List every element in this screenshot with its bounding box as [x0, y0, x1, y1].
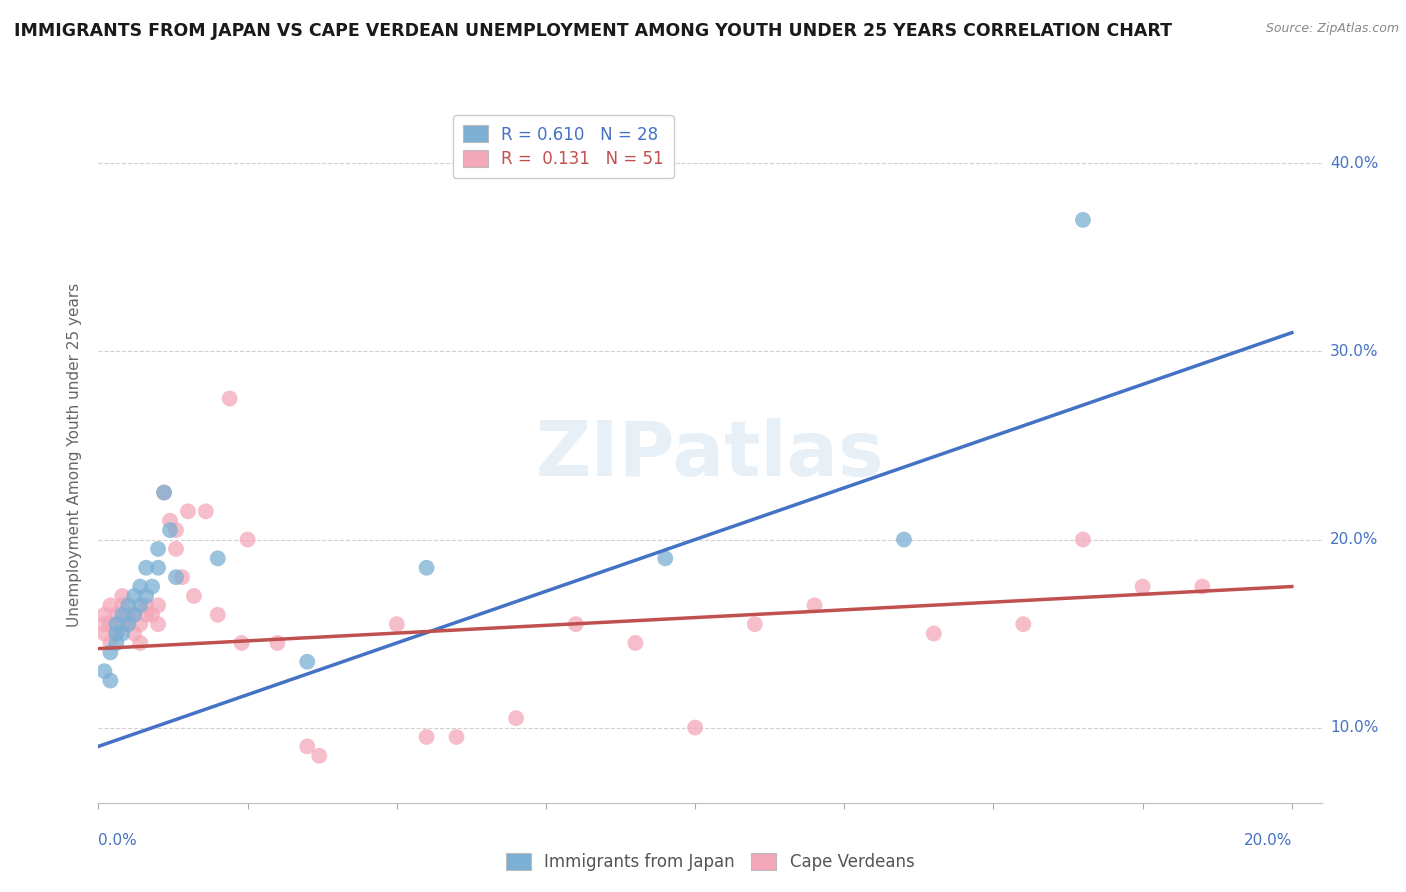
Point: [117, 607, 139, 622]
Y-axis label: Unemployment Among Youth under 25 years: Unemployment Among Youth under 25 years: [67, 283, 83, 627]
Point: [803, 599, 825, 613]
Point: [93, 626, 115, 640]
Point: [122, 589, 145, 603]
Point: [117, 617, 139, 632]
Point: [135, 589, 157, 603]
Point: [98, 636, 121, 650]
Point: [194, 504, 217, 518]
Point: [105, 626, 128, 640]
Point: [98, 645, 121, 659]
Point: [105, 617, 128, 632]
Text: 20.0%: 20.0%: [1243, 833, 1292, 848]
Point: [297, 655, 319, 669]
Point: [683, 721, 706, 735]
Point: [183, 589, 205, 603]
Point: [624, 636, 647, 650]
Point: [505, 711, 527, 725]
Point: [105, 607, 128, 622]
Point: [135, 607, 157, 622]
Point: [207, 607, 229, 622]
Point: [105, 636, 128, 650]
Point: [297, 739, 319, 754]
Point: [146, 617, 169, 632]
Point: [415, 560, 437, 574]
Point: [135, 599, 157, 613]
Point: [744, 617, 766, 632]
Point: [98, 599, 121, 613]
Point: [117, 599, 139, 613]
Point: [207, 551, 229, 566]
Text: 40.0%: 40.0%: [1330, 156, 1378, 171]
Point: [153, 485, 176, 500]
Point: [231, 636, 253, 650]
Point: [146, 560, 169, 574]
Text: IMMIGRANTS FROM JAPAN VS CAPE VERDEAN UNEMPLOYMENT AMONG YOUTH UNDER 25 YEARS CO: IMMIGRANTS FROM JAPAN VS CAPE VERDEAN UN…: [14, 22, 1173, 40]
Text: 30.0%: 30.0%: [1330, 344, 1378, 359]
Point: [122, 607, 145, 622]
Point: [141, 607, 163, 622]
Point: [170, 570, 193, 584]
Point: [165, 541, 187, 556]
Point: [385, 617, 408, 632]
Point: [893, 533, 915, 547]
Point: [111, 599, 134, 613]
Point: [122, 607, 145, 622]
Point: [1071, 533, 1094, 547]
Point: [922, 626, 945, 640]
Point: [415, 730, 437, 744]
Point: [218, 392, 240, 406]
Point: [129, 599, 152, 613]
Point: [308, 748, 330, 763]
Point: [129, 617, 152, 632]
Point: [135, 560, 157, 574]
Point: [111, 607, 134, 622]
Point: [165, 523, 187, 537]
Point: [177, 504, 200, 518]
Point: [111, 617, 134, 632]
Text: Source: ZipAtlas.com: Source: ZipAtlas.com: [1265, 22, 1399, 36]
Point: [159, 523, 181, 537]
Point: [117, 617, 139, 632]
Point: [159, 514, 181, 528]
Point: [153, 485, 176, 500]
Point: [654, 551, 676, 566]
Point: [105, 626, 128, 640]
Legend: Immigrants from Japan, Cape Verdeans: Immigrants from Japan, Cape Verdeans: [499, 847, 921, 878]
Point: [111, 626, 134, 640]
Point: [266, 636, 288, 650]
Point: [93, 607, 115, 622]
Point: [98, 617, 121, 632]
Point: [1132, 580, 1154, 594]
Point: [146, 599, 169, 613]
Point: [129, 580, 152, 594]
Point: [146, 541, 169, 556]
Text: 0.0%: 0.0%: [98, 833, 138, 848]
Point: [98, 673, 121, 688]
Point: [141, 580, 163, 594]
Text: 20.0%: 20.0%: [1330, 532, 1378, 547]
Text: ZIPatlas: ZIPatlas: [536, 418, 884, 491]
Point: [111, 589, 134, 603]
Point: [93, 664, 115, 678]
Point: [236, 533, 259, 547]
Point: [565, 617, 588, 632]
Point: [446, 730, 468, 744]
Point: [1191, 580, 1213, 594]
Point: [1012, 617, 1035, 632]
Point: [165, 570, 187, 584]
Point: [1071, 212, 1094, 227]
Text: 10.0%: 10.0%: [1330, 720, 1378, 735]
Point: [129, 636, 152, 650]
Point: [93, 617, 115, 632]
Point: [122, 626, 145, 640]
